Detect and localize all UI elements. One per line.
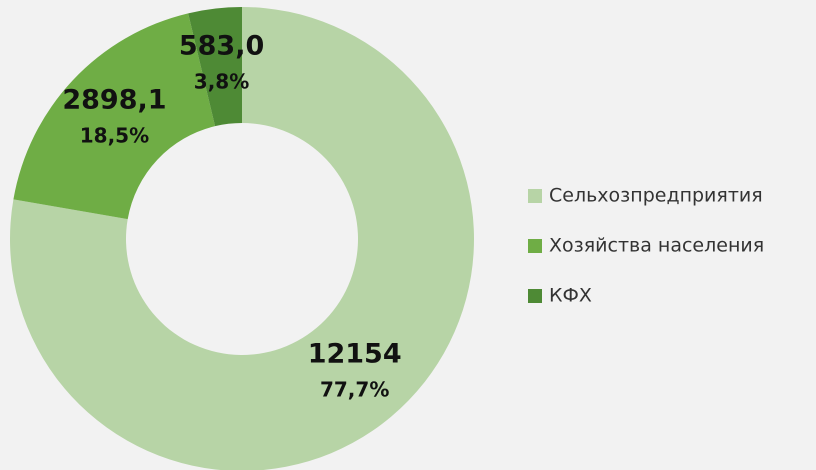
legend-label: КФХ — [549, 285, 592, 307]
slice — [10, 7, 474, 470]
legend-swatch — [528, 289, 542, 303]
percent-label: 77,7% — [320, 377, 389, 401]
value-label: 583,0 — [179, 31, 264, 62]
legend-label: Хозяйства населения — [549, 235, 764, 257]
legend-label: Сельхозпредприятия — [549, 185, 763, 207]
slice — [188, 7, 242, 127]
legend-swatch — [528, 189, 542, 203]
percent-label: 18,5% — [80, 124, 149, 148]
slice — [13, 13, 216, 220]
percent-label: 3,8% — [194, 70, 249, 94]
value-label: 2898,1 — [62, 85, 166, 116]
legend-swatch — [528, 239, 542, 253]
value-label: 12154 — [308, 338, 402, 369]
